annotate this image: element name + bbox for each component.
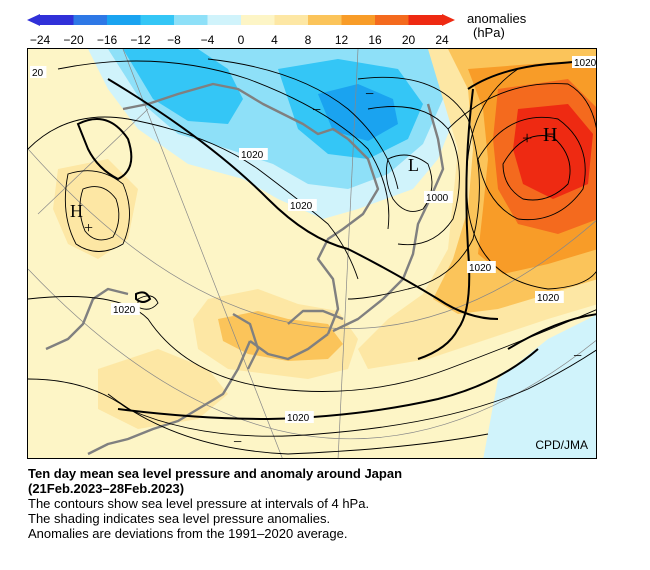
caption-period: (21Feb.2023–28Feb.2023): [28, 481, 185, 496]
colorbar-label-anomalies: anomalies: [467, 11, 527, 26]
colorbar-tick-label: 16: [368, 33, 382, 47]
positive-anomaly-max-east: +: [522, 128, 532, 148]
isobar-label: 1020: [572, 56, 597, 69]
colorbar-tick-label: 12: [335, 33, 349, 47]
isobar-label: 1000: [424, 191, 453, 204]
colorbar-tick-label: 24: [435, 33, 449, 47]
positive-anomaly-max-west: +: [84, 220, 93, 237]
isobar-label-bg: [285, 411, 314, 423]
colorbar-cell: [73, 15, 108, 25]
colorbar-tick-label: −16: [97, 33, 118, 47]
isobar-label-bg: [288, 199, 317, 211]
colorbar-cell: [375, 15, 409, 25]
isobar-label: 20: [30, 66, 47, 79]
negative-anomaly-min-4: −: [233, 434, 242, 451]
isobar-label: 1020: [535, 291, 564, 304]
isobar-label-text: 1020: [287, 413, 310, 424]
colorbar-tick-label: 20: [402, 33, 416, 47]
isobar-label-bg: [572, 56, 596, 68]
isobar-label-bg: [239, 148, 268, 160]
colorbar-cell: [140, 15, 175, 25]
isobar-label: 1020: [285, 411, 314, 424]
low-pressure-center: L: [408, 155, 419, 175]
colorbar-cell: [308, 15, 342, 25]
colorbar-left-arrow: [27, 14, 40, 26]
colorbar-tick-label: −12: [130, 33, 151, 47]
colorbar-cell: [107, 15, 141, 25]
isobar-label-bg: [535, 291, 564, 303]
isobar-label-text: 20: [32, 68, 44, 79]
isobars-bold: [76, 58, 596, 421]
isobar-label-bg: [30, 66, 47, 78]
anomaly-region-positive-west: [53, 159, 138, 259]
colorbar-tick-label: 8: [305, 33, 312, 47]
anomaly-region-negative-southeast: [483, 315, 596, 458]
colorbar-cell: [40, 15, 74, 25]
isobar-label-bg: [111, 303, 140, 315]
isobar-label-text: 1020: [290, 201, 313, 212]
colorbar-tick-label: 0: [238, 33, 245, 47]
anomaly-region-positive-east-peak: [513, 104, 593, 199]
anomaly-region-negative-north-strong: [123, 49, 243, 124]
isobar-label: 1020: [111, 303, 140, 316]
colorbar-right-arrow: [442, 14, 455, 26]
anomaly-region-positive-south: [98, 349, 228, 429]
high-pressure-center-west: H: [70, 201, 83, 221]
isobar-label-text: 1020: [469, 263, 492, 274]
isobar-label-text: 1020: [241, 150, 264, 161]
isobar-label: 1020: [239, 148, 268, 161]
caption-shading-note: The shading indicates sea level pressure…: [28, 511, 331, 526]
colorbar-tick-label: −4: [201, 33, 215, 47]
isobar-label-text: 1020: [537, 293, 560, 304]
map-credit: CPD/JMA: [535, 438, 588, 452]
colorbar-cell: [408, 15, 443, 25]
caption-contour-note: The contours show sea level pressure at …: [28, 496, 370, 511]
caption-baseline-note: Anomalies are deviations from the 1991–2…: [28, 526, 348, 541]
colorbar-legend-title: anomalies (hPa): [467, 12, 526, 40]
colorbar-cell: [341, 15, 376, 25]
isobar-label: 1020: [288, 199, 317, 212]
colorbar-cell: [174, 15, 208, 25]
negative-anomaly-min-1: −: [365, 86, 374, 103]
anomaly-colorbar: −24 −20 −16 −12 −8 −4 0 4 8 12 16 20 24: [27, 14, 455, 47]
negative-anomaly-min-3: −: [573, 348, 582, 365]
colorbar-tick-label: −24: [30, 33, 51, 47]
isobar-label: 1020: [467, 261, 496, 274]
colorbar-tick-label: −8: [167, 33, 181, 47]
isobar-label-bg: [467, 261, 496, 273]
colorbar-cell: [274, 15, 309, 25]
caption-title: Ten day mean sea level pressure and anom…: [28, 466, 403, 481]
negative-anomaly-min-2: −: [312, 102, 321, 119]
colorbar-label-unit: (hPa): [473, 25, 505, 40]
pressure-anomaly-map: 1020 1020 1000 1020 1020 1020 1020 1020 20 H H L…: [27, 48, 597, 459]
colorbar-tick-label: −20: [63, 33, 84, 47]
high-pressure-center-east: H: [543, 124, 557, 146]
colorbar-tick-label: 4: [271, 33, 278, 47]
isobar-label-text: 1000: [426, 193, 449, 204]
colorbar-cell: [241, 15, 275, 25]
isobar-label-text: 1020: [113, 305, 136, 316]
figure-caption: Ten day mean sea level pressure and anom…: [28, 466, 402, 541]
anomaly-region-negative-northeast-core: [318, 84, 398, 141]
colorbar-cell: [207, 15, 242, 25]
isobar-label-text: 1020: [574, 58, 597, 69]
isobar-label-bg: [424, 191, 453, 203]
